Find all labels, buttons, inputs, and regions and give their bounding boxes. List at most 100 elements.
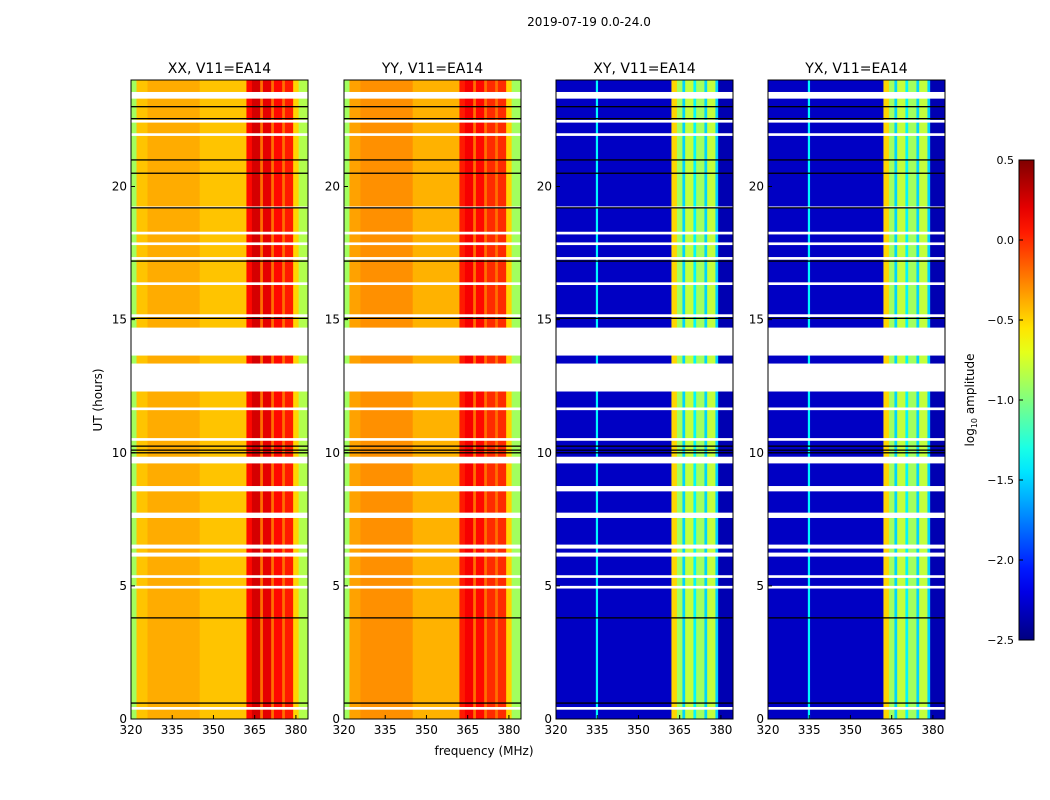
time-boundary-line [768, 617, 945, 619]
frequency-band-cell [260, 80, 264, 719]
time-boundary-line [768, 106, 945, 108]
time-boundary-line [344, 452, 521, 454]
time-boundary-line [131, 260, 308, 262]
panel-2: XY, V11=EA14 320 335 350 365 380 0 5 10 15 20 [537, 61, 734, 737]
frequency-band-cell [344, 80, 350, 719]
frequency-band-cell [768, 80, 809, 719]
flagged-time-gap [556, 327, 733, 356]
y-tick-label: 20 [325, 180, 340, 194]
flagged-time-gap [768, 512, 945, 518]
time-boundary-line [768, 317, 945, 319]
flagged-time-gap [556, 242, 733, 246]
flagged-time-gap [768, 407, 945, 411]
y-tick-label: 5 [544, 579, 552, 593]
flagged-time-gap [344, 552, 521, 557]
frequency-band-cell [506, 80, 513, 719]
flagged-time-gap [131, 575, 308, 578]
y-tick-label: 20 [537, 180, 552, 194]
x-tick-label: 320 [545, 723, 568, 737]
time-boundary-line [556, 106, 733, 108]
x-tick-label: 335 [161, 723, 184, 737]
frequency-band-cell [883, 80, 890, 719]
flagged-time-gap [344, 327, 521, 356]
flagged-time-gap [556, 363, 733, 392]
colorbar-label-rest: amplitude [963, 354, 977, 418]
time-boundary-line [556, 452, 733, 454]
time-boundary-line [344, 445, 521, 447]
time-boundary-line [131, 207, 308, 209]
frequency-band-cell [459, 80, 466, 719]
y-tick-label: 0 [332, 712, 340, 726]
flagged-time-gap [131, 363, 308, 392]
flagged-time-gap [131, 327, 308, 356]
flagged-time-gap [768, 314, 945, 317]
time-boundary-line [344, 106, 521, 108]
panel-1: YY, V11=EA14 320 335 350 365 380 0 5 10 15 20 [325, 61, 522, 737]
flagged-time-gap [344, 585, 521, 589]
frequency-band-cell [888, 80, 895, 719]
flagged-time-gap [131, 456, 308, 464]
x-tick-label: 320 [333, 723, 356, 737]
x-tick-label: 350 [202, 723, 225, 737]
colorbar-tick-label: −1.5 [987, 474, 1014, 487]
x-axis-label: frequency (MHz) [434, 744, 533, 758]
frequency-band-cell [810, 80, 884, 719]
frequency-band-cell [707, 80, 716, 719]
frequency-band-cell [511, 80, 522, 719]
frequency-band-cell [246, 80, 253, 719]
flagged-time-gap [556, 552, 733, 557]
y-tick-label: 0 [119, 712, 127, 726]
colorbar-label-log: log [963, 428, 977, 446]
time-boundary-line [344, 172, 521, 174]
frequency-band-cell [685, 80, 694, 719]
x-tick-label: 350 [627, 723, 650, 737]
time-boundary-line [131, 317, 308, 319]
time-boundary-line [344, 260, 521, 262]
frequency-band-cell [930, 80, 946, 719]
x-tick-label: 320 [757, 723, 780, 737]
y-tick-label: 10 [749, 446, 764, 460]
frequency-band-cell [718, 80, 734, 719]
x-tick-label: 365 [668, 723, 691, 737]
frequency-band-cell [199, 80, 247, 719]
panel-0: XX, V11=EA14 320 335 350 365 380 0 5 10 15 20 [112, 61, 309, 737]
panel-title: YY, V11=EA14 [381, 61, 483, 77]
time-boundary-line [556, 317, 733, 319]
frequency-band-cell [284, 80, 294, 719]
y-tick-label: 10 [325, 446, 340, 460]
flagged-time-gap [344, 456, 521, 464]
time-boundary-line [344, 702, 521, 704]
x-tick-label: 365 [243, 723, 266, 737]
time-boundary-line [131, 449, 308, 451]
flagged-time-gap [344, 512, 521, 518]
frequency-band-cell [897, 80, 906, 719]
time-boundary-line [768, 172, 945, 174]
time-boundary-line [556, 449, 733, 451]
x-tick-label: 380 [284, 723, 307, 737]
time-boundary-line [768, 452, 945, 454]
flagged-time-gap [344, 133, 521, 136]
flagged-time-gap [768, 575, 945, 578]
time-boundary-line [768, 449, 945, 451]
flagged-time-gap [344, 119, 521, 123]
colorbar-label: log10 amplitude [963, 354, 979, 447]
frequency-band-cell [262, 80, 272, 719]
flagged-time-gap [344, 242, 521, 246]
flagged-time-gap [556, 438, 733, 441]
flagged-time-gap [768, 456, 945, 464]
frequency-band-cell [475, 80, 485, 719]
colorbar-tick-label: −0.5 [987, 314, 1014, 327]
frequency-band-cell [131, 80, 137, 719]
colorbar-tick-label: −1.0 [987, 394, 1014, 407]
colorbar-label-sub: 10 [970, 418, 979, 428]
flagged-time-gap [768, 327, 945, 356]
y-tick-label: 10 [537, 446, 552, 460]
flagged-time-gap [556, 119, 733, 123]
time-boundary-line [556, 617, 733, 619]
x-tick-label: 335 [374, 723, 397, 737]
flagged-time-gap [768, 119, 945, 123]
frequency-band-cell [360, 80, 414, 719]
time-boundary-line [768, 207, 945, 209]
time-boundary-line [768, 260, 945, 262]
y-tick-label: 0 [756, 712, 764, 726]
